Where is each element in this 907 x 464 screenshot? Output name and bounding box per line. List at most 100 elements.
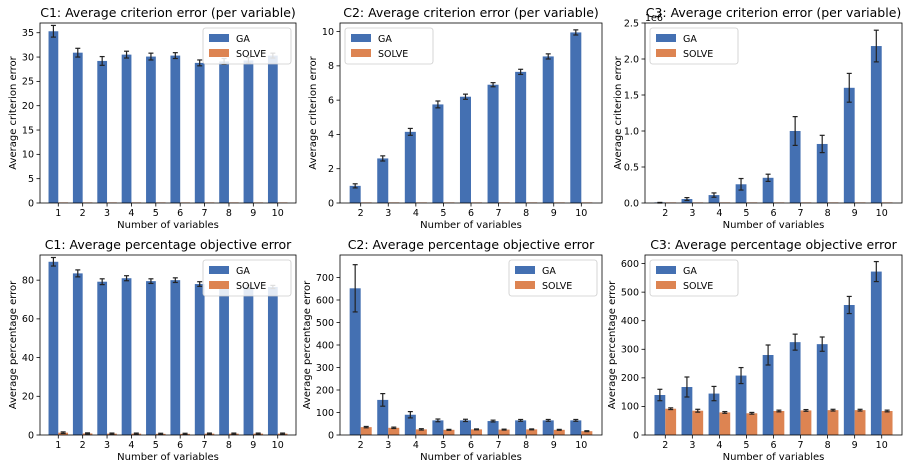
legend: GA SOLVE [344,27,434,65]
y-tick-label: 0.0 [624,198,639,209]
y-tick-label: 600 [316,295,334,306]
bar-ga [459,420,471,435]
x-tick-label: 4 [128,208,134,219]
x-axis-label: Number of variables [723,452,825,463]
bar-ga [194,62,205,203]
y-tick-label: 400 [316,340,334,351]
legend-label-ga: GA [683,266,697,277]
subplot-4: 0 20 40 60 80 1 2 3 4 5 6 7 8 9 10 C1: Average percenta… [8,237,297,463]
bar-solve [415,429,427,435]
y-tick-label: 20 [22,101,34,112]
y-tick-label: 0.5 [624,162,639,173]
x-tick-label: 9 [250,440,256,451]
y-axis-label: Average percentage error [607,280,618,409]
chart-title: C1: Average percentage objective error [45,237,292,252]
legend-swatch-solve [656,49,676,57]
y-tick-label: 30 [22,52,34,63]
y-tick-label: 1.5 [624,90,639,101]
x-tick-label: 2 [662,208,668,219]
x-tick-label: 7 [202,208,208,219]
bar-ga [570,32,582,203]
bar-ga [377,399,389,435]
x-tick-label: 2 [358,440,364,451]
bar-solve [854,410,866,435]
bar-solve [773,411,785,435]
y-tick-label: 100 [621,402,639,413]
x-tick-label: 1 [55,440,61,451]
legend-swatch-solve [515,281,535,289]
x-tick-label: 8 [226,208,232,219]
bar-ga [816,344,828,435]
legend-label-solve: SOLVE [378,49,408,60]
y-tick-label: 8 [328,61,334,72]
bar-ga [487,421,499,435]
y-tick-label: 0 [328,198,334,209]
x-tick-label: 5 [440,440,446,451]
x-tick-label: 10 [272,208,284,219]
x-axis-label: Number of variables [117,220,219,231]
legend-swatch-solve [351,49,371,57]
x-tick-label: 3 [104,440,110,451]
bar-ga [97,60,108,203]
bar-ga [432,420,444,435]
chart-title: C3: Average criterion error (per variabl… [646,5,902,20]
x-tick-label: 6 [177,440,183,451]
y-tick-label: 500 [621,287,639,298]
bar-ga [789,342,801,435]
bar-ga [515,420,527,435]
x-tick-label: 10 [272,440,284,451]
bar-ga [870,271,882,435]
bar-ga [843,87,855,203]
bar-ga [72,52,83,203]
bar-solve [498,429,510,435]
y-tick-label: 0 [28,198,34,209]
x-tick-label: 7 [798,440,804,451]
bar-ga [515,71,527,203]
bar-ga [432,104,444,203]
bar-ga [170,280,181,435]
bar-ga [542,420,554,435]
subplot-3: 0.0 0.5 1.0 1.5 2.0 2.5 2 3 4 5 6 7 8 9 10 C3: Average … [613,5,903,231]
bar-ga [72,273,83,435]
x-axis-label: Number of variables [420,220,522,231]
bar-ga [243,60,254,204]
x-tick-label: 4 [128,440,134,451]
bar-solve [881,411,893,435]
chart-title: C3: Average percentage objective error [650,237,897,252]
bar-ga [404,131,416,203]
y-axis-label: Average percentage error [8,280,19,409]
y-tick-label: 300 [316,363,334,374]
bar-ga [194,284,205,435]
bar-ga [735,375,747,435]
bar-solve [665,408,677,435]
x-tick-label: 10 [575,440,587,451]
y-tick-label: 300 [621,345,639,356]
y-tick-label: 0 [328,430,334,441]
bar-ga [267,286,278,435]
bar-ga [459,96,471,203]
legend-label-solve: SOLVE [236,49,266,60]
bar-ga [404,414,416,435]
legend-label-ga: GA [236,34,250,45]
legend: GA SOLVE [649,27,739,65]
y-tick-label: 100 [316,408,334,419]
x-tick-label: 3 [689,208,695,219]
y-tick-label: 4 [328,130,334,141]
x-tick-label: 9 [852,208,858,219]
bar-ga [170,55,181,204]
x-tick-label: 5 [743,208,749,219]
y-tick-label: 25 [22,77,34,88]
x-tick-label: 6 [468,440,474,451]
y-tick-label: 10 [322,27,334,38]
y-tick-label: 6 [328,95,334,106]
x-tick-label: 3 [104,208,110,219]
legend-label-solve: SOLVE [683,49,713,60]
bar-ga [708,393,720,435]
legend: GA SOLVE [202,259,292,297]
legend: GA SOLVE [202,27,292,65]
bar-ga [349,185,361,203]
legend-label-solve: SOLVE [236,281,266,292]
legend-swatch-ga [656,266,676,274]
x-tick-label: 6 [770,208,776,219]
